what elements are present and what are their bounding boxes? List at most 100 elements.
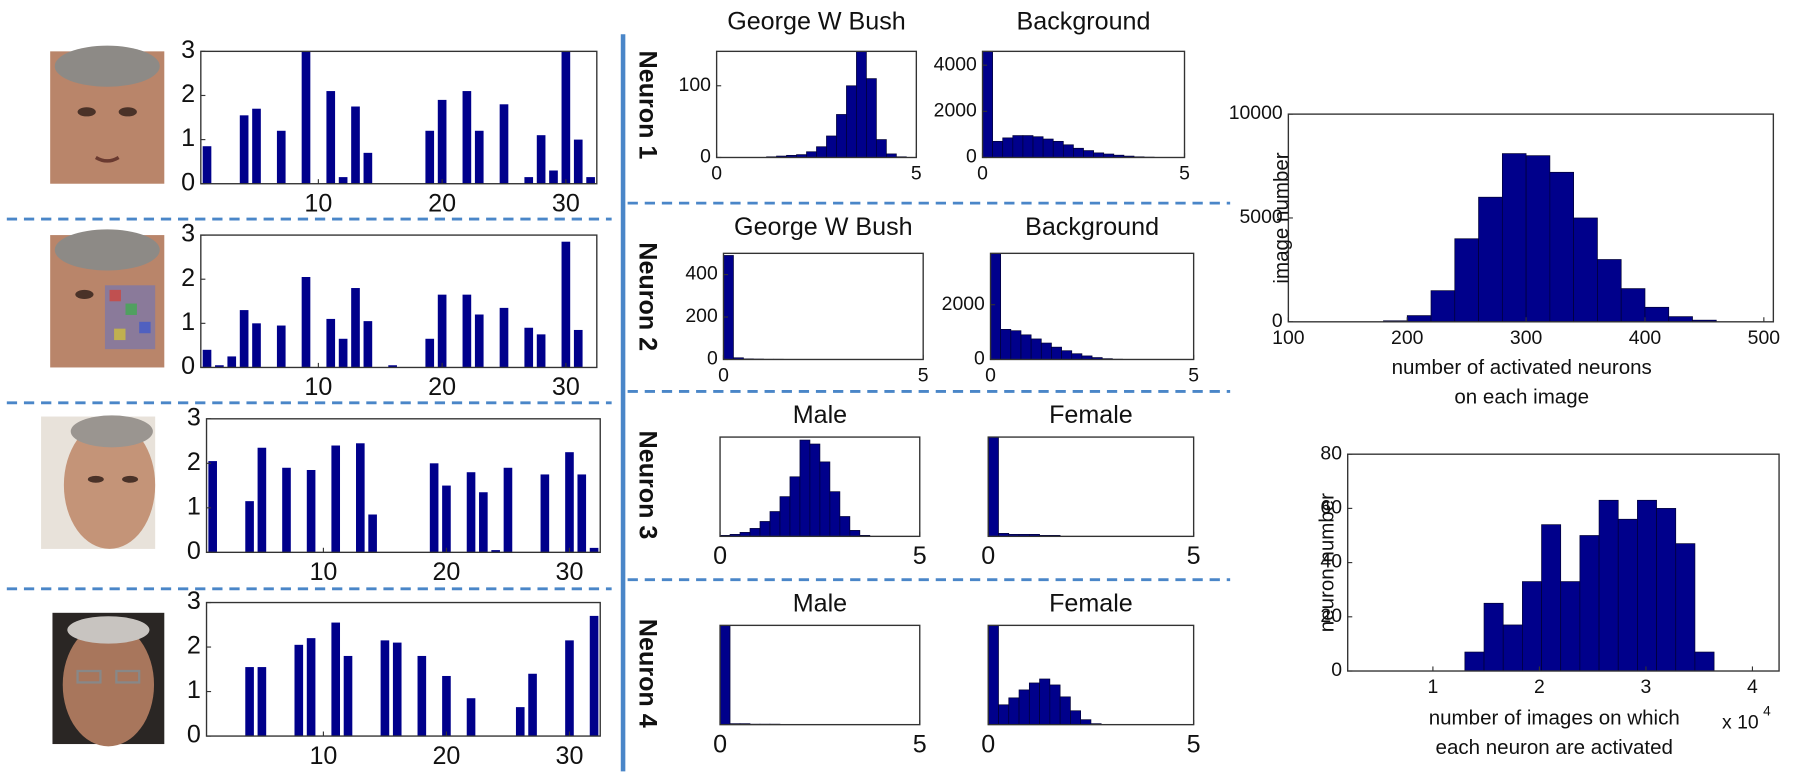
bar — [577, 474, 587, 553]
bar — [363, 152, 373, 184]
histogram-bar — [723, 255, 734, 360]
x-tick-label: 3 — [1641, 676, 1652, 698]
histogram-bar — [1406, 315, 1432, 323]
chart-title: Female — [1049, 401, 1133, 429]
chart-title: Background — [1017, 7, 1151, 35]
chart-title: George W Bush — [727, 7, 906, 35]
bar — [294, 644, 304, 737]
bar — [351, 288, 360, 368]
y-tick-label: 0 — [181, 352, 195, 380]
histogram-bar — [1012, 135, 1024, 158]
histogram-bar — [992, 140, 1004, 158]
bar — [257, 667, 267, 737]
histogram-bar — [826, 135, 837, 158]
bar — [479, 492, 488, 553]
bar — [462, 294, 472, 368]
y-tick-label: 4000 — [934, 53, 977, 75]
bar — [338, 177, 348, 184]
bar — [499, 307, 509, 368]
x-tick-label: 300 — [1510, 327, 1543, 349]
chart: 0 5 0 2000 4000 Background — [934, 7, 1190, 184]
bar — [474, 130, 484, 184]
x-axis-label: number of activated neurons — [1392, 356, 1652, 379]
x-tick-label: 1 — [1428, 676, 1439, 698]
y-tick-label: 2 — [187, 448, 201, 476]
bar — [437, 294, 447, 368]
bar — [252, 323, 261, 368]
y-tick-label: 0 — [187, 721, 201, 749]
axes-frame — [719, 624, 921, 726]
histogram-bar — [1059, 696, 1071, 725]
bar — [363, 321, 373, 368]
histogram-bar — [759, 521, 771, 537]
bar — [491, 550, 500, 553]
histogram-bar — [987, 625, 999, 725]
histogram-bar — [1637, 499, 1657, 672]
bar — [466, 472, 476, 553]
histogram-bar — [1018, 689, 1030, 725]
chart-title: Background — [1025, 213, 1159, 241]
bar — [540, 474, 550, 553]
bar — [356, 443, 365, 553]
x-tick-label: 5 — [911, 162, 922, 184]
histogram-bar — [1071, 353, 1083, 360]
chart-title: Male — [793, 401, 847, 429]
bar — [425, 130, 435, 184]
bar — [515, 707, 525, 737]
bar — [301, 51, 311, 184]
row-label: Neuron 2 — [633, 242, 661, 351]
bar — [589, 615, 599, 737]
histogram-bar — [1022, 135, 1034, 158]
bar — [239, 115, 249, 184]
bar — [437, 99, 447, 184]
bar — [561, 51, 571, 184]
bar — [425, 338, 435, 368]
histogram-bar — [1549, 171, 1574, 323]
histogram-bar — [1464, 651, 1485, 672]
y-tick-label: 0 — [700, 146, 711, 168]
axes-frame — [981, 50, 1186, 159]
x-tick-label: 400 — [1629, 327, 1662, 349]
histogram-bar — [1617, 518, 1638, 672]
histogram-bar — [1573, 217, 1598, 323]
bar — [276, 325, 286, 368]
y-tick-label: 3 — [187, 403, 201, 431]
histogram-bar — [876, 139, 887, 158]
y-tick-label: 0 — [1272, 310, 1283, 332]
x-tick-label: 30 — [552, 373, 580, 401]
histogram-bar — [1675, 543, 1696, 672]
bar — [326, 318, 336, 368]
histogram-bar — [1430, 290, 1456, 323]
bar — [417, 655, 427, 737]
x-tick-label: 5 — [1187, 730, 1201, 758]
histogram-bar — [1042, 138, 1054, 158]
x-tick-label: 10 — [309, 558, 337, 586]
histogram-bar — [1010, 330, 1022, 360]
x-tick-label: 0 — [977, 162, 988, 184]
bar — [215, 365, 224, 368]
chart: 0 5 Female — [981, 401, 1200, 570]
bar — [442, 675, 451, 737]
bar — [202, 349, 212, 368]
bar — [202, 146, 212, 184]
histogram-bar — [1002, 137, 1014, 158]
bar — [245, 667, 254, 737]
y-tick-label: 40 — [1320, 551, 1342, 573]
axes-frame — [989, 252, 1195, 361]
x-multiplier-exponent: 4 — [1763, 704, 1771, 719]
histogram-bar — [819, 461, 831, 537]
bar — [380, 640, 390, 737]
histogram-bar — [836, 114, 847, 158]
axes-frame — [987, 436, 1195, 538]
bar — [561, 241, 571, 368]
histogram-bar — [1052, 140, 1064, 158]
bar — [565, 452, 574, 553]
histogram-bar — [1061, 350, 1073, 360]
y-tick-label: 3 — [187, 587, 201, 615]
row-label: Neuron 4 — [633, 619, 661, 728]
histogram-bar — [1525, 155, 1551, 323]
histogram-bar — [1597, 259, 1622, 323]
bar — [306, 469, 316, 553]
